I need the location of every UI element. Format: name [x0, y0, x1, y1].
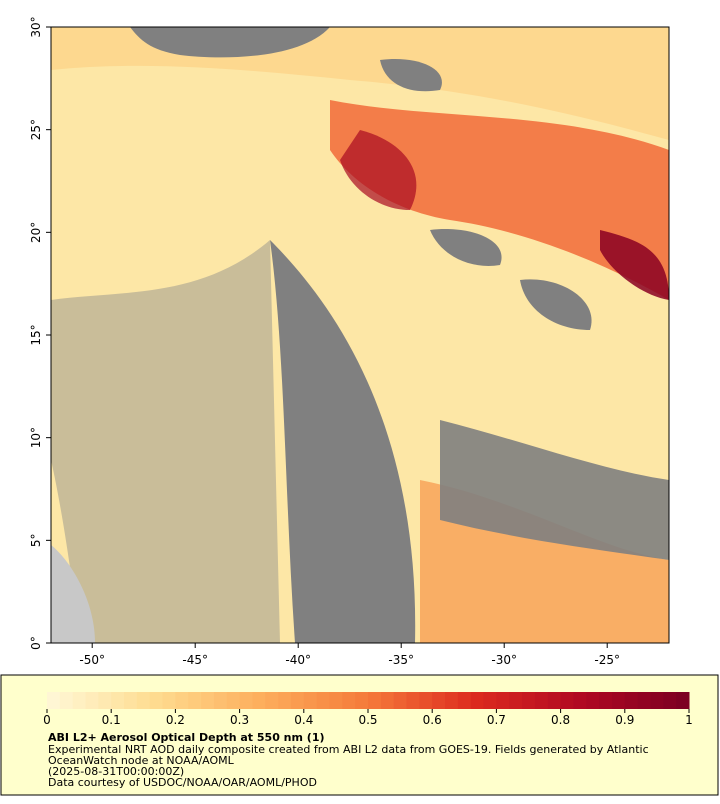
x-tick-label: -35° [388, 653, 414, 667]
colorbar-step [573, 692, 587, 709]
colorbar-step [483, 692, 497, 709]
y-tick-label: 30° [29, 16, 43, 37]
colorbar-step [470, 692, 485, 709]
colorbar-step [509, 692, 523, 709]
colorbar-step [457, 692, 472, 709]
colorbar-step [265, 692, 279, 709]
colorbar-step [560, 692, 574, 709]
colorbar-step [534, 692, 549, 709]
colorbar-step [637, 692, 651, 709]
y-tick-label: 0° [29, 636, 43, 650]
colorbar-step [522, 692, 536, 709]
colorbar-step [149, 692, 164, 709]
colorbar-step [368, 692, 382, 709]
colorbar-step [380, 692, 395, 709]
colorbar-step [496, 692, 510, 709]
colorbar-tick-label: 0.2 [166, 713, 185, 727]
colorbar-step [342, 692, 356, 709]
colorbar-step [676, 692, 690, 709]
y-tick-label: 15° [29, 324, 43, 345]
colorbar-step [252, 692, 266, 709]
colorbar-step [406, 692, 420, 709]
x-tick-label: -40° [285, 653, 311, 667]
colorbar-tick-label: 0.9 [615, 713, 634, 727]
colorbar-tick-label: 0.7 [487, 713, 506, 727]
colorbar-step [445, 692, 459, 709]
x-tick-label: -45° [182, 653, 208, 667]
colorbar-step [239, 692, 253, 709]
colorbar-step [316, 692, 330, 709]
colorbar-step [98, 692, 112, 709]
colorbar-step [278, 692, 292, 709]
colorbar-step [290, 692, 305, 709]
colorbar-step [419, 692, 433, 709]
colorbar-step [59, 692, 74, 709]
description: Experimental NRT AOD daily composite cre… [48, 743, 649, 756]
colorbar-tick-label: 0.1 [102, 713, 121, 727]
colorbar-step [432, 692, 446, 709]
x-tick-label: -25° [594, 653, 620, 667]
colorbar-step [188, 692, 202, 709]
colorbar-step [201, 692, 215, 709]
colorbar-step [393, 692, 408, 709]
colorbar-step [611, 692, 626, 709]
colorbar-step [111, 692, 125, 709]
colorbar-tick-label: 0.5 [358, 713, 377, 727]
colorbar-step [663, 692, 677, 709]
colorbar-tick-label: 0.6 [423, 713, 442, 727]
colorbar-step [47, 692, 61, 709]
description: OceanWatch node at NOAA/AOML [48, 754, 235, 767]
colorbar-step [213, 692, 228, 709]
colorbar-step [650, 692, 664, 709]
colorbar-tick-label: 0.4 [294, 713, 313, 727]
colorbar-step [85, 692, 99, 709]
title: ABI L2+ Aerosol Optical Depth at 550 nm … [48, 731, 325, 744]
colorbar-step [355, 692, 369, 709]
colorbar-step [547, 692, 562, 709]
description: Data courtesy of USDOC/NOAA/OAR/AOML/PHO… [48, 776, 317, 789]
colorbar-tick-label: 0.8 [551, 713, 570, 727]
colorbar-step [72, 692, 87, 709]
colorbar-tick-label: 1 [685, 713, 693, 727]
y-tick-label: 10° [29, 427, 43, 448]
colorbar-step [586, 692, 600, 709]
y-tick-label: 5° [29, 534, 43, 548]
y-tick-label: 20° [29, 222, 43, 243]
colorbar-step [162, 692, 176, 709]
colorbar-step [599, 692, 613, 709]
colorbar-step [136, 692, 151, 709]
colorbar-tick-label: 0 [43, 713, 51, 727]
y-tick-label: 25° [29, 119, 43, 140]
colorbar-step [226, 692, 241, 709]
description: (2025-08-31T00:00:00Z) [48, 765, 184, 778]
colorbar-step [175, 692, 189, 709]
x-tick-label: -30° [491, 653, 517, 667]
x-tick-label: -50° [79, 653, 105, 667]
colorbar-tick-label: 0.3 [230, 713, 249, 727]
colorbar-step [624, 692, 639, 709]
colorbar-step [124, 692, 138, 709]
map-imagery [50, 26, 670, 644]
colorbar-step [303, 692, 318, 709]
colorbar-step [329, 692, 343, 709]
